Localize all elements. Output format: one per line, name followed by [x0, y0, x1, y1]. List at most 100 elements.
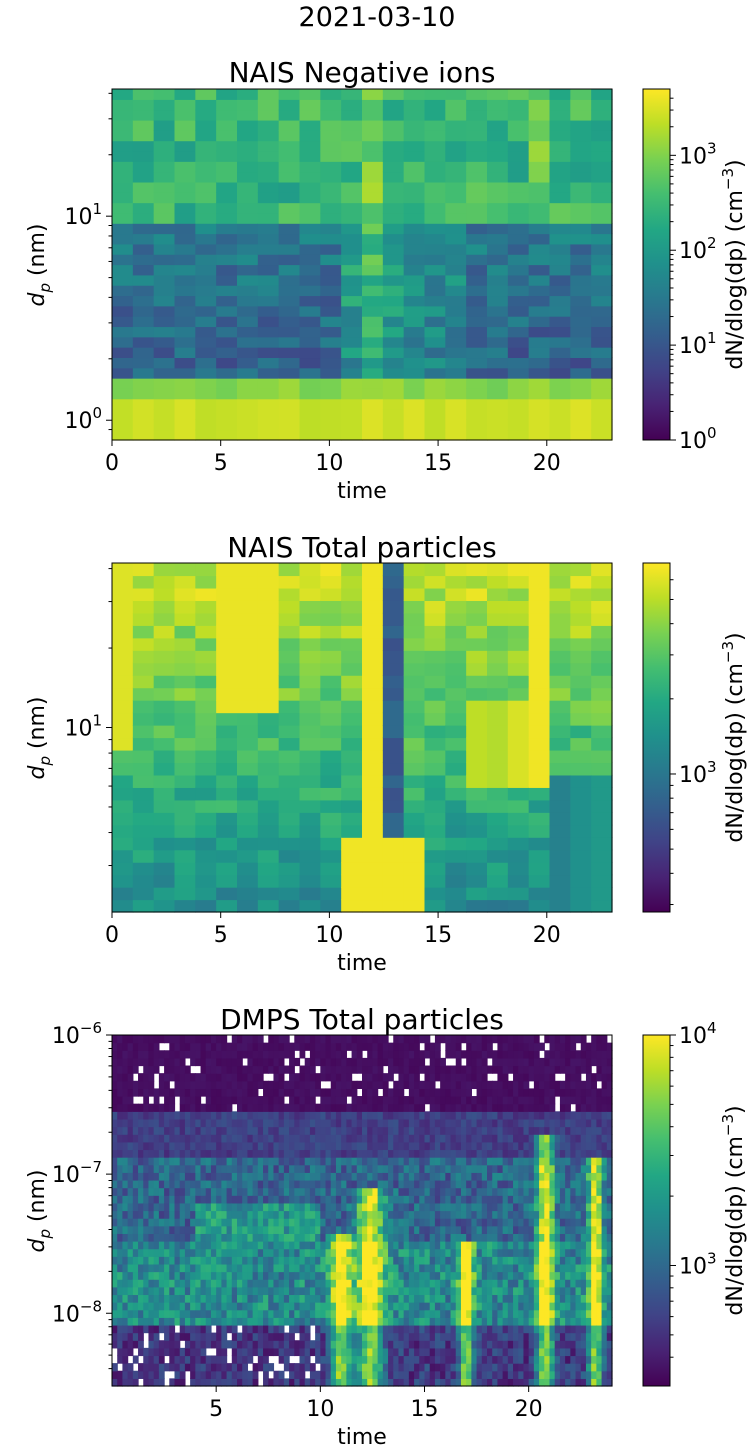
heatmap-cell	[481, 1202, 488, 1212]
heatmap-cell	[466, 1172, 472, 1181]
heatmap-cell	[429, 1141, 436, 1151]
heatmap-cell	[356, 1317, 363, 1326]
heatmap-cell	[403, 1271, 410, 1280]
heatmap-cell	[346, 1080, 353, 1090]
heatmap-cell	[419, 1080, 426, 1090]
heatmap-cell	[591, 899, 613, 913]
heatmap-cell	[148, 1378, 155, 1387]
heatmap-cell	[132, 305, 155, 317]
heatmap-cell	[481, 1279, 488, 1288]
heatmap-cell	[237, 161, 259, 173]
heatmap-cell	[362, 762, 384, 776]
heatmap-cell	[460, 1279, 467, 1288]
heatmap-cell	[325, 1096, 332, 1105]
heatmap-cell	[268, 1088, 275, 1097]
heatmap-cell	[341, 1370, 347, 1379]
heatmap-cell	[362, 1134, 368, 1143]
heatmap-cell	[362, 612, 384, 626]
heatmap-cell	[487, 1256, 493, 1265]
heatmap-cell	[289, 1378, 295, 1387]
heatmap-cell	[502, 1347, 509, 1357]
heatmap-cell	[507, 887, 530, 901]
heatmap-cell	[388, 1370, 394, 1379]
heatmap-cell	[169, 1187, 176, 1196]
heatmap-cell	[393, 1111, 400, 1120]
heatmap-cell	[132, 1263, 139, 1273]
heatmap-cell	[268, 1172, 275, 1181]
heatmap-cell	[471, 1172, 478, 1181]
heatmap-cell	[471, 1050, 478, 1059]
heatmap-cell	[315, 1035, 321, 1044]
heatmap-cell	[237, 1065, 243, 1074]
heatmap-cell	[195, 899, 217, 913]
heatmap-cell	[445, 140, 467, 152]
heatmap-cell	[200, 1225, 207, 1234]
heatmap-cell	[325, 1035, 332, 1044]
heatmap-cell	[190, 1263, 196, 1273]
heatmap-cell	[278, 336, 301, 348]
heatmap-cell	[502, 1179, 509, 1189]
heatmap-cell	[210, 1134, 217, 1143]
heatmap-cell	[294, 1057, 301, 1067]
heatmap-cell	[158, 1195, 165, 1204]
heatmap-cell	[398, 1157, 405, 1166]
heatmap-cell	[257, 212, 280, 224]
heatmap-cell	[132, 1149, 139, 1158]
heatmap-cell	[289, 1309, 295, 1318]
heatmap-cell	[341, 837, 363, 851]
heatmap-cell	[372, 1187, 379, 1196]
heatmap-cell	[341, 429, 363, 441]
heatmap-cell	[210, 1363, 217, 1372]
heatmap-cell	[570, 429, 592, 441]
heatmap-cell	[481, 1172, 488, 1181]
heatmap-cell	[434, 1225, 441, 1234]
heatmap-cell	[466, 1187, 472, 1196]
heatmap-cell	[112, 1294, 118, 1303]
heatmap-cell	[268, 1256, 275, 1265]
heatmap-cell	[153, 1256, 160, 1265]
heatmap-cell	[346, 1088, 353, 1097]
heatmap-cell	[294, 1088, 301, 1097]
heatmap-cell	[132, 1179, 139, 1189]
heatmap-cell	[398, 1347, 405, 1357]
heatmap-cell	[174, 712, 196, 726]
heatmap-cell	[450, 1332, 457, 1341]
heatmap-cell	[455, 1294, 462, 1303]
heatmap-cell	[132, 612, 155, 626]
heatmap-cell	[237, 1111, 243, 1120]
heatmap-cell	[382, 1302, 389, 1311]
heatmap-cell	[112, 787, 134, 801]
heatmap-cell	[247, 1164, 254, 1173]
heatmap-cell	[460, 1126, 467, 1135]
heatmap-cell	[164, 1256, 170, 1265]
heatmap-cell	[419, 1149, 426, 1158]
heatmap-cell	[429, 1279, 436, 1288]
heatmap-cell	[112, 1179, 118, 1189]
heatmap-cell	[257, 687, 280, 701]
heatmap-cell	[434, 1103, 441, 1112]
heatmap-cell	[487, 89, 509, 100]
heatmap-cell	[487, 243, 509, 255]
heatmap-cell	[497, 1096, 504, 1105]
heatmap-cell	[153, 274, 176, 286]
heatmap-cell	[289, 1363, 295, 1372]
heatmap-cell	[247, 1103, 254, 1112]
heatmap-cell	[216, 233, 238, 245]
heatmap-cell	[382, 1035, 389, 1044]
heatmap-cell	[388, 1164, 394, 1173]
heatmap-cell	[341, 563, 363, 577]
heatmap-cell	[487, 849, 509, 863]
heatmap-cell	[216, 650, 238, 664]
heatmap-cell	[445, 1355, 452, 1364]
heatmap-cell	[570, 637, 592, 651]
heatmap-cell	[299, 429, 321, 441]
heatmap-cell	[278, 1370, 285, 1379]
heatmap-cell	[450, 1111, 457, 1120]
heatmap-cell	[424, 762, 446, 776]
heatmap-cell	[242, 1286, 249, 1296]
heatmap-cell	[132, 1233, 139, 1242]
heatmap-cell	[200, 1294, 207, 1303]
heatmap-cell	[398, 1149, 405, 1158]
heatmap-cell	[283, 1378, 290, 1387]
heatmap-cell	[502, 1263, 509, 1273]
